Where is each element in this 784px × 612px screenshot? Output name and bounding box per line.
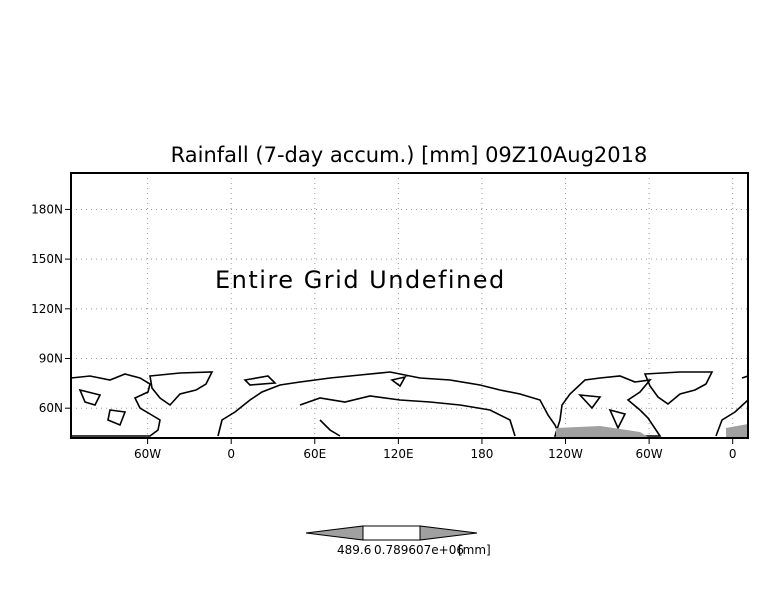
y-tick-label: 60N	[39, 401, 63, 415]
coastline-greenland-right	[643, 371, 714, 406]
colorbar-middle-box	[362, 525, 421, 541]
x-tick-label: 0	[729, 447, 737, 461]
y-tick-label: 90N	[39, 352, 63, 366]
x-tick-label: 180	[470, 447, 493, 461]
rain-area-americas	[556, 426, 650, 438]
colorbar-label-min: 489.6	[337, 543, 371, 557]
x-axis: 60W 0 60E 120E 180 120W 60W 0	[134, 438, 736, 461]
x-tick-label: 60W	[134, 447, 161, 461]
colorbar-right-triangle	[419, 525, 478, 541]
x-tick-label: 60W	[636, 447, 663, 461]
undefined-grid-annotation: Entire Grid Undefined	[215, 266, 506, 294]
chart-title: Rainfall (7-day accum.) [mm] 09Z10Aug201…	[171, 143, 648, 167]
rain-area-europe	[726, 424, 748, 438]
y-tick-label: 120N	[31, 302, 63, 316]
x-tick-label: 60E	[303, 447, 326, 461]
coastline-north-america-left	[70, 373, 161, 437]
coastline-greenland-left	[149, 371, 214, 407]
coastline-asia-inner	[299, 395, 516, 437]
coastline-north-america-right	[553, 375, 662, 437]
y-tick-label: 180N	[31, 202, 63, 216]
grid-lines	[71, 173, 748, 438]
colorbar-label-max: 0.789607e+06	[374, 543, 464, 557]
plot-frame	[70, 172, 749, 439]
y-tick-label: 150N	[31, 252, 63, 266]
y-axis: 60N 90N 120N 150N 180N	[31, 202, 71, 415]
colorbar: 489.6 0.789607e+06 [mm]	[305, 525, 491, 557]
x-tick-label: 120E	[383, 447, 414, 461]
coastline-eurasia	[217, 371, 561, 437]
coastlines	[70, 371, 749, 437]
x-tick-label: 120W	[548, 447, 583, 461]
colorbar-left-triangle	[305, 525, 364, 541]
rain-shading	[556, 424, 748, 438]
x-tick-label: 0	[227, 447, 235, 461]
colorbar-unit: [mm]	[458, 543, 491, 557]
